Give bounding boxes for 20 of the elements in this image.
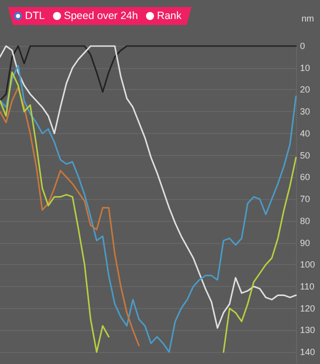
y-tick-label: 140 bbox=[300, 347, 316, 358]
y-tick-label: 0 bbox=[300, 41, 306, 51]
y-tick-label: 60 bbox=[300, 172, 310, 182]
y-tick-label: 30 bbox=[300, 106, 310, 117]
y-tick-label: 100 bbox=[300, 260, 316, 270]
text: Rank bbox=[157, 10, 182, 22]
y-tick-label: 40 bbox=[300, 128, 310, 138]
y-tick-label: 10 bbox=[300, 62, 310, 73]
text: DTL bbox=[25, 10, 45, 22]
text: Speed over 24h bbox=[64, 10, 138, 22]
y-tick-label: 110 bbox=[300, 281, 314, 292]
y-tick-label: 130 bbox=[300, 325, 316, 336]
y-tick-label: 120 bbox=[300, 303, 316, 314]
line-series bbox=[0, 86, 140, 346]
y-tick-label: 20 bbox=[300, 84, 310, 95]
y-tick-label: 90 bbox=[300, 238, 310, 248]
y-tick-label: 50 bbox=[300, 150, 310, 160]
y-tick-label: 80 bbox=[300, 216, 310, 226]
y-tick-label: 70 bbox=[300, 194, 310, 204]
y-axis-title: nm bbox=[302, 14, 314, 24]
